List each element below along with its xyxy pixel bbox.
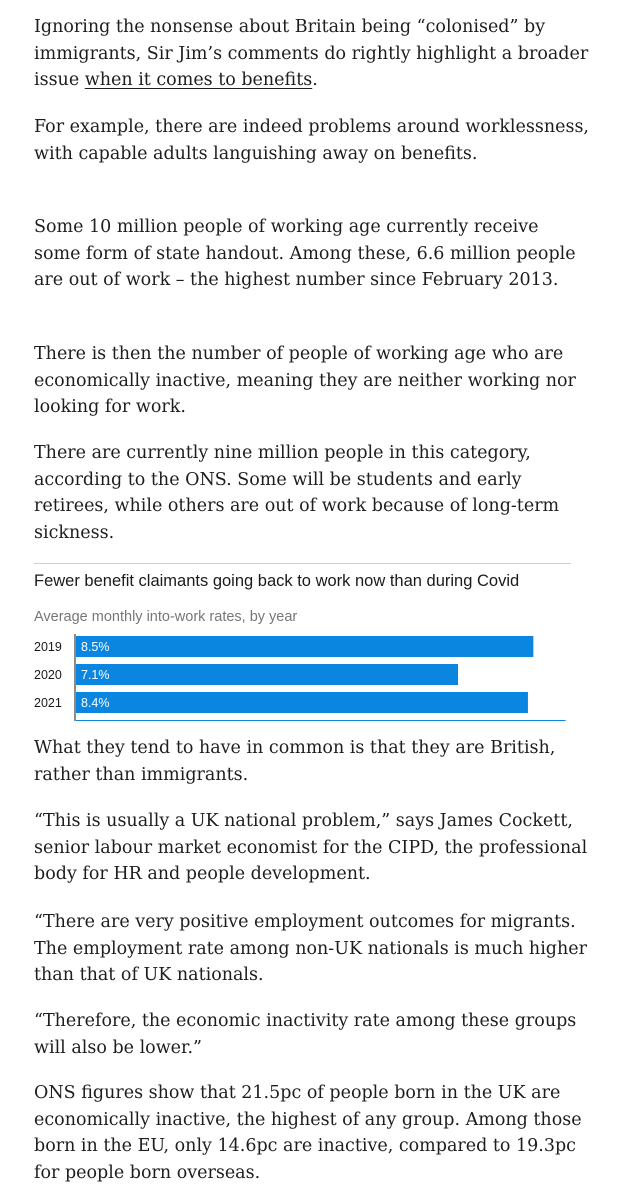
chart-title: Fewer benefit claimants going back to wo… [34, 572, 520, 590]
paragraph-8: “There are very positive employment outc… [34, 912, 587, 985]
bar-2020[interactable] [76, 664, 459, 685]
paragraph-1-end: . [312, 70, 318, 90]
bar-category-label: 2021 [34, 696, 62, 710]
chart-subtitle: Average monthly into-work rates, by year [34, 609, 298, 625]
bar-value-label: 7.1% [81, 668, 110, 682]
paragraph-6: What they tend to have in common is that… [34, 738, 556, 785]
bar-2021[interactable] [76, 692, 528, 713]
bar-2022[interactable] [76, 720, 566, 721]
paragraph-10: ONS figures show that 21.5pc of people b… [34, 1083, 582, 1183]
into-work-rates-chart[interactable]: Fewer benefit claimants going back to wo… [34, 563, 571, 721]
paragraph-4: There is then the number of people of wo… [34, 344, 576, 417]
benefits-link[interactable]: when it comes to benefits [84, 70, 313, 90]
bar-value-label: 8.4% [81, 696, 110, 710]
bar-category-label: 2019 [34, 640, 62, 654]
paragraph-2: For example, there are indeed problems a… [34, 117, 589, 164]
paragraph-9: “Therefore, the economic inactivity rate… [34, 1011, 577, 1058]
paragraph-7: “This is usually a UK national problem,”… [34, 811, 588, 884]
paragraph-1: Ignoring the nonsense about Britain bein… [34, 14, 590, 94]
paragraph-3: Some 10 million people of working age cu… [34, 217, 576, 290]
bar-value-label: 8.5% [81, 640, 110, 654]
bar-2019[interactable] [76, 636, 534, 657]
bar-category-label: 2020 [34, 668, 62, 682]
paragraph-1-text: Ignoring the nonsense about Britain bein… [34, 17, 589, 90]
paragraph-5: There are currently nine million people … [34, 443, 560, 543]
